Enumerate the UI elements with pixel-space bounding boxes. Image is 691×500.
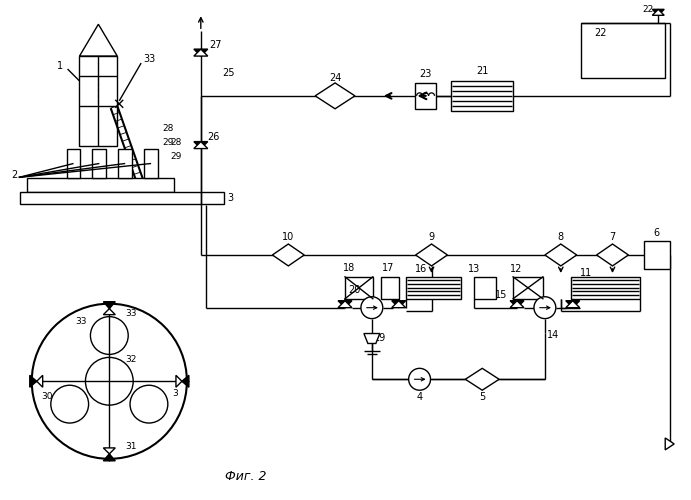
Text: 3: 3 [227,194,234,203]
Text: 31: 31 [126,442,137,452]
Polygon shape [194,49,208,56]
Text: 8: 8 [558,232,564,242]
Bar [644,241,670,269]
Text: 33: 33 [76,317,87,326]
Text: 9: 9 [428,232,435,242]
Bar [20,192,224,204]
Text: 33: 33 [143,54,155,64]
Circle shape [32,304,187,459]
Bar [513,277,543,298]
Bar [580,24,665,78]
Polygon shape [37,376,43,387]
Text: 11: 11 [580,268,591,278]
Polygon shape [194,49,208,56]
Text: 5: 5 [479,392,485,402]
Text: Фиг. 2: Фиг. 2 [225,470,266,483]
Text: 29: 29 [162,138,173,147]
Polygon shape [194,142,208,148]
Polygon shape [415,244,448,266]
Text: 27: 27 [209,40,222,50]
Bar [93,148,106,178]
Text: 18: 18 [343,263,355,273]
Text: 17: 17 [381,263,394,273]
Polygon shape [104,302,115,308]
Text: 25: 25 [223,68,235,78]
Text: 28: 28 [162,124,173,133]
Circle shape [86,358,133,405]
Bar [474,277,496,298]
Polygon shape [465,368,499,390]
Polygon shape [652,10,664,16]
Text: 23: 23 [419,69,432,79]
Text: 10: 10 [282,232,294,242]
Polygon shape [104,448,115,454]
Bar [571,277,641,298]
Polygon shape [596,244,628,266]
Text: 13: 13 [468,264,480,274]
Polygon shape [566,300,580,308]
Text: 19: 19 [374,332,386,342]
Text: 16: 16 [415,264,427,274]
Circle shape [361,296,383,318]
Text: 26: 26 [207,132,220,141]
Text: 22: 22 [594,28,607,38]
Text: 32: 32 [126,355,137,364]
Polygon shape [315,83,355,109]
Polygon shape [104,308,115,314]
Bar [79,56,117,146]
Text: 14: 14 [547,330,559,340]
Text: 15: 15 [495,290,507,300]
Polygon shape [79,24,117,56]
Text: 29: 29 [170,152,182,161]
Text: 21: 21 [476,66,489,76]
Text: 7: 7 [609,232,616,242]
Bar [118,148,132,178]
Polygon shape [338,300,352,308]
Polygon shape [510,300,524,308]
Circle shape [51,385,88,423]
Text: 4: 4 [417,392,423,402]
Text: 3: 3 [172,388,178,398]
Text: 24: 24 [329,73,341,83]
Polygon shape [272,244,304,266]
Text: 6: 6 [653,228,659,238]
Polygon shape [30,376,37,387]
Bar [345,277,373,298]
Circle shape [130,385,168,423]
Polygon shape [665,438,674,450]
Bar [27,178,174,192]
Bar [381,277,399,298]
Text: 12: 12 [510,264,522,274]
Text: 28: 28 [170,138,182,147]
Polygon shape [182,376,189,387]
Circle shape [534,296,556,318]
Text: 20: 20 [348,285,360,295]
Bar [66,148,80,178]
Text: 33: 33 [126,309,137,318]
Polygon shape [392,300,406,308]
Text: 30: 30 [41,392,53,400]
Bar [406,277,462,298]
Bar [451,81,513,111]
Text: 1: 1 [57,61,63,71]
Polygon shape [338,300,352,308]
Text: 2: 2 [11,170,17,180]
Polygon shape [364,334,380,344]
Bar [144,148,158,178]
Polygon shape [652,10,664,16]
Polygon shape [392,300,406,308]
Circle shape [91,316,129,354]
Polygon shape [545,244,577,266]
Polygon shape [194,142,208,148]
Polygon shape [510,300,524,308]
Circle shape [408,368,430,390]
Polygon shape [566,300,580,308]
Polygon shape [104,454,115,461]
Text: 22: 22 [643,5,654,14]
Bar [415,83,437,109]
Polygon shape [176,376,182,387]
